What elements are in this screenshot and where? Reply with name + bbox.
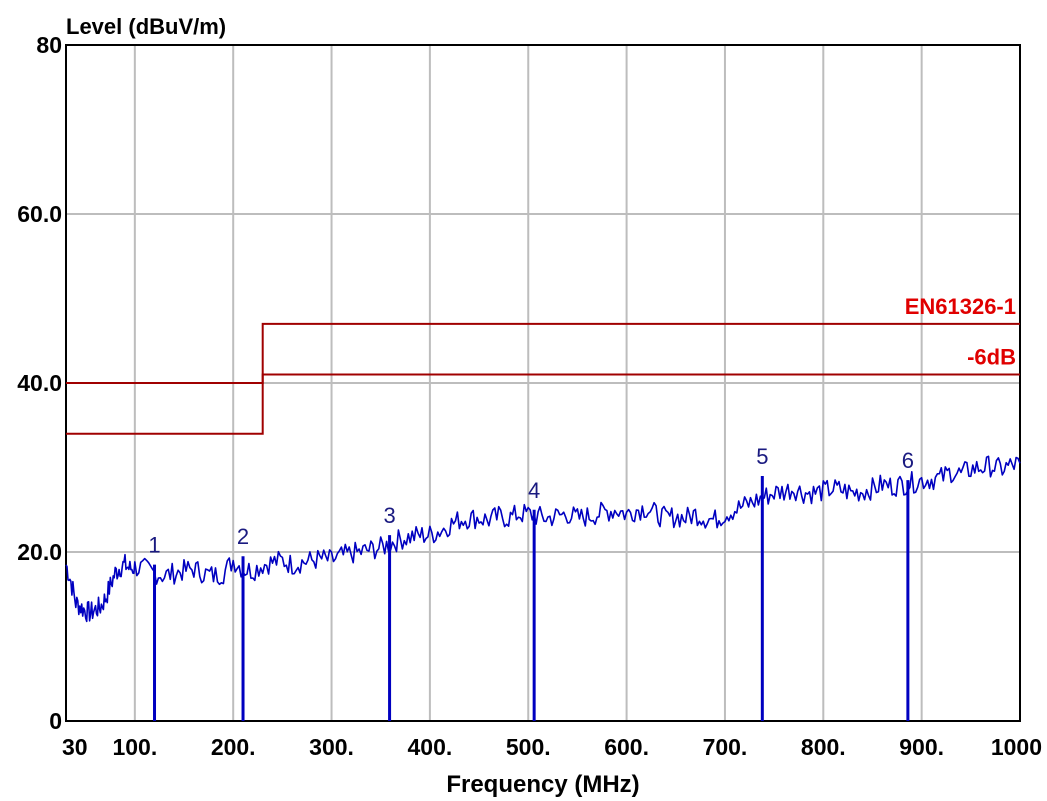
x-tick-label: 600. — [604, 734, 649, 760]
marker-label: 6 — [902, 448, 914, 473]
x-tick-label: 300. — [309, 734, 354, 760]
x-tick-label: 800. — [801, 734, 846, 760]
marker-label: 1 — [148, 533, 160, 558]
y-tick-label: 80 — [36, 32, 62, 58]
x-tick-label: 30 — [62, 734, 88, 760]
limit-line-label: -6dB — [967, 345, 1016, 370]
marker-label: 2 — [237, 524, 249, 549]
y-axis-title: Level (dBuV/m) — [66, 14, 226, 39]
x-tick-label: 700. — [703, 734, 748, 760]
limit-line-0 — [66, 322, 1020, 384]
x-axis-title: Frequency (MHz) — [446, 771, 639, 798]
series-line-0 — [65, 455, 1021, 623]
markers: 1 2 3 4 5 6 — [148, 444, 914, 721]
x-tick-labels: 30 100. 200. 300. 400. 500. 600. 700. 800. 900. 10… — [62, 734, 1042, 760]
x-tick-label: 100. — [112, 734, 157, 760]
limit-lines: EN61326-1 -6dB — [66, 294, 1020, 435]
marker-label: 5 — [756, 444, 768, 469]
y-tick-label: 40.0 — [17, 370, 62, 396]
x-tick-label: 200. — [211, 734, 256, 760]
marker-label: 3 — [383, 503, 395, 528]
x-tick-label: 1000 — [991, 734, 1042, 760]
y-tick-label: 60.0 — [17, 201, 62, 227]
limit-line-label: EN61326-1 — [905, 294, 1016, 319]
x-tick-label: 400. — [408, 734, 453, 760]
marker-label: 4 — [528, 478, 540, 503]
limit-line-1 — [66, 373, 1020, 435]
series-group — [65, 455, 1021, 623]
y-tick-label: 0 — [49, 708, 62, 734]
x-tick-label: 500. — [506, 734, 551, 760]
y-tick-labels: 0 20.0 40.0 60.0 80 — [17, 32, 62, 734]
y-tick-label: 20.0 — [17, 539, 62, 565]
x-tick-label: 900. — [899, 734, 944, 760]
